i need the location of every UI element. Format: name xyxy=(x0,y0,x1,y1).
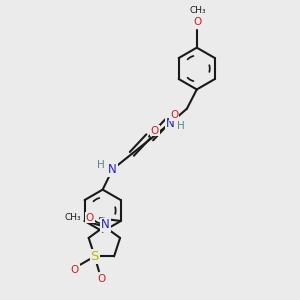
Text: O: O xyxy=(71,265,79,275)
Text: H: H xyxy=(97,160,105,170)
Text: N: N xyxy=(101,218,110,231)
Text: O: O xyxy=(151,126,159,136)
Text: S: S xyxy=(91,250,99,263)
Text: O: O xyxy=(170,110,178,120)
Text: CH₃: CH₃ xyxy=(64,213,81,222)
Text: O: O xyxy=(98,274,106,284)
Text: O: O xyxy=(86,213,94,223)
Text: H: H xyxy=(178,121,185,131)
Text: N: N xyxy=(166,116,175,130)
Text: O: O xyxy=(194,17,202,27)
Text: CH₃: CH₃ xyxy=(190,6,206,15)
Text: N: N xyxy=(108,163,117,176)
